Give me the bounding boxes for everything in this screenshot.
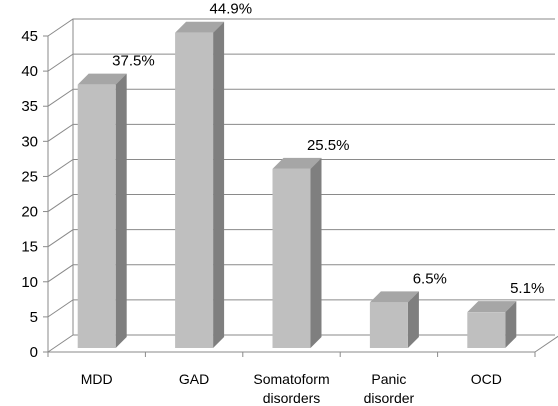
- y-tick-label: 20: [21, 204, 38, 221]
- y-tick-label: 0: [30, 344, 38, 361]
- bar: [77, 73, 127, 349]
- bar: [369, 291, 419, 348]
- category-label: disorder: [364, 390, 415, 406]
- bar-top: [369, 291, 419, 303]
- category-label: MDD: [81, 371, 113, 387]
- data-label: 37.5%: [112, 53, 155, 70]
- bar-front: [175, 32, 214, 349]
- y-tick-label: 10: [21, 274, 38, 291]
- category-label: GAD: [179, 371, 209, 387]
- bar-top: [272, 157, 322, 169]
- gridline: [47, 18, 555, 37]
- bars: [77, 21, 517, 349]
- bar-top: [467, 301, 517, 313]
- bar-front: [369, 302, 408, 348]
- y-tick-label: 25: [21, 168, 38, 185]
- bar-top: [175, 21, 225, 33]
- axes: [43, 19, 558, 357]
- data-label: 44.9%: [210, 1, 253, 18]
- bar-side: [310, 157, 322, 348]
- category-label: disorders: [263, 390, 321, 406]
- bar-side: [505, 301, 517, 348]
- bar-front: [77, 84, 116, 349]
- bar-front: [272, 168, 311, 348]
- y-tick-label: 45: [21, 28, 38, 45]
- data-label: 5.1%: [510, 280, 544, 297]
- y-tick-label: 15: [21, 239, 38, 256]
- y-tick-label: 35: [21, 98, 38, 115]
- category-label: Somatoform: [253, 371, 329, 387]
- data-label: 6.5%: [413, 270, 447, 287]
- bar: [272, 157, 322, 348]
- bar-side: [115, 73, 127, 349]
- labels: 0 5 10 15 20 25 30 35 40 45 37.5% MDD 44.9% GAD 25.5% S…: [21, 1, 544, 406]
- bar: [467, 301, 517, 348]
- bar: [175, 21, 225, 349]
- bar-side: [407, 291, 419, 348]
- category-label: OCD: [471, 371, 502, 387]
- bar-front: [467, 312, 506, 348]
- y-tick-label: 40: [21, 63, 38, 80]
- data-label: 25.5%: [307, 137, 350, 154]
- category-label: Panic: [371, 371, 406, 387]
- y-tick-label: 30: [21, 133, 38, 150]
- bar-side: [213, 21, 225, 349]
- floor-edge: [534, 335, 558, 353]
- bar-top: [77, 73, 127, 85]
- y-tick-label: 5: [30, 309, 38, 326]
